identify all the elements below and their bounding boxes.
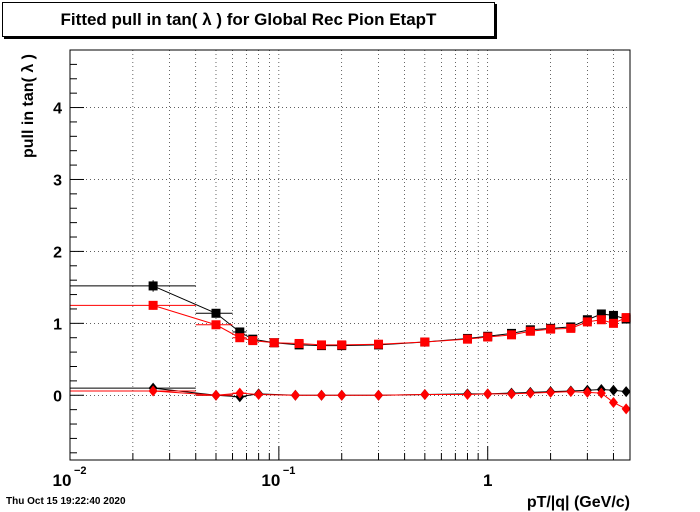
data-point	[235, 333, 245, 343]
data-point	[235, 387, 245, 399]
data-point	[211, 320, 221, 330]
data-point	[483, 332, 493, 342]
data-point	[374, 339, 384, 349]
chart-title-box: Fitted pull in tan( λ ) for Global Rec P…	[2, 2, 495, 37]
data-point	[316, 389, 326, 401]
y-tick-label: 2	[53, 244, 62, 261]
y-tick-label: 4	[53, 101, 62, 118]
data-point	[337, 340, 347, 350]
x-tick-exponent: −1	[283, 465, 296, 477]
data-point	[235, 327, 245, 337]
chart-title: Fitted pull in tan( λ ) for Global Rec P…	[60, 9, 437, 29]
data-point	[294, 338, 304, 348]
data-point	[566, 386, 576, 398]
data-point	[211, 389, 221, 401]
data-point	[462, 389, 472, 401]
data-point	[582, 317, 592, 327]
data-point	[420, 389, 430, 401]
data-point	[621, 386, 631, 398]
timestamp: Thu Oct 15 19:22:40 2020	[6, 496, 126, 507]
data-point	[566, 323, 576, 333]
data-point	[462, 334, 472, 344]
data-point	[596, 315, 606, 325]
series-0	[70, 280, 631, 351]
data-point	[608, 310, 618, 320]
y-axis-label: pull in tan( λ )	[20, 54, 37, 158]
data-point	[269, 338, 279, 348]
y-tick-label: 0	[53, 388, 62, 405]
data-point	[290, 389, 300, 401]
data-point	[608, 384, 618, 396]
data-point	[621, 403, 631, 415]
y-tick-label: 3	[53, 172, 62, 189]
data-point	[248, 336, 258, 346]
data-point	[507, 388, 517, 400]
series-line	[153, 390, 627, 410]
data-point	[582, 386, 592, 398]
data-point	[483, 388, 493, 400]
data-point	[211, 308, 221, 318]
data-point	[596, 309, 606, 319]
data-point	[608, 396, 618, 408]
data-series	[70, 280, 631, 415]
data-point	[148, 300, 158, 310]
data-point	[608, 318, 618, 328]
series-line	[152, 285, 627, 347]
data-point	[525, 326, 535, 336]
data-point	[525, 387, 535, 399]
data-point	[596, 387, 606, 399]
data-point	[546, 386, 556, 398]
data-point	[546, 324, 556, 334]
x-tick-exponent: −2	[74, 465, 87, 477]
data-point	[621, 313, 631, 323]
series-1	[70, 300, 631, 350]
data-point	[148, 281, 158, 291]
data-point	[316, 340, 326, 350]
data-point	[337, 389, 347, 401]
grid-lines	[69, 50, 630, 460]
series-3	[70, 385, 631, 415]
x-axis-label: pT/|q| (GeV/c)	[527, 494, 630, 511]
x-tick-label: 1	[483, 471, 492, 490]
x-tick-label: 10	[53, 471, 72, 490]
x-tick-label: 10	[261, 471, 280, 490]
data-point	[507, 330, 517, 340]
data-point	[374, 389, 384, 401]
y-tick-label: 1	[53, 316, 62, 333]
data-point	[420, 337, 430, 347]
data-point	[148, 385, 158, 397]
plot-frame	[69, 49, 631, 461]
data-point	[254, 389, 264, 401]
